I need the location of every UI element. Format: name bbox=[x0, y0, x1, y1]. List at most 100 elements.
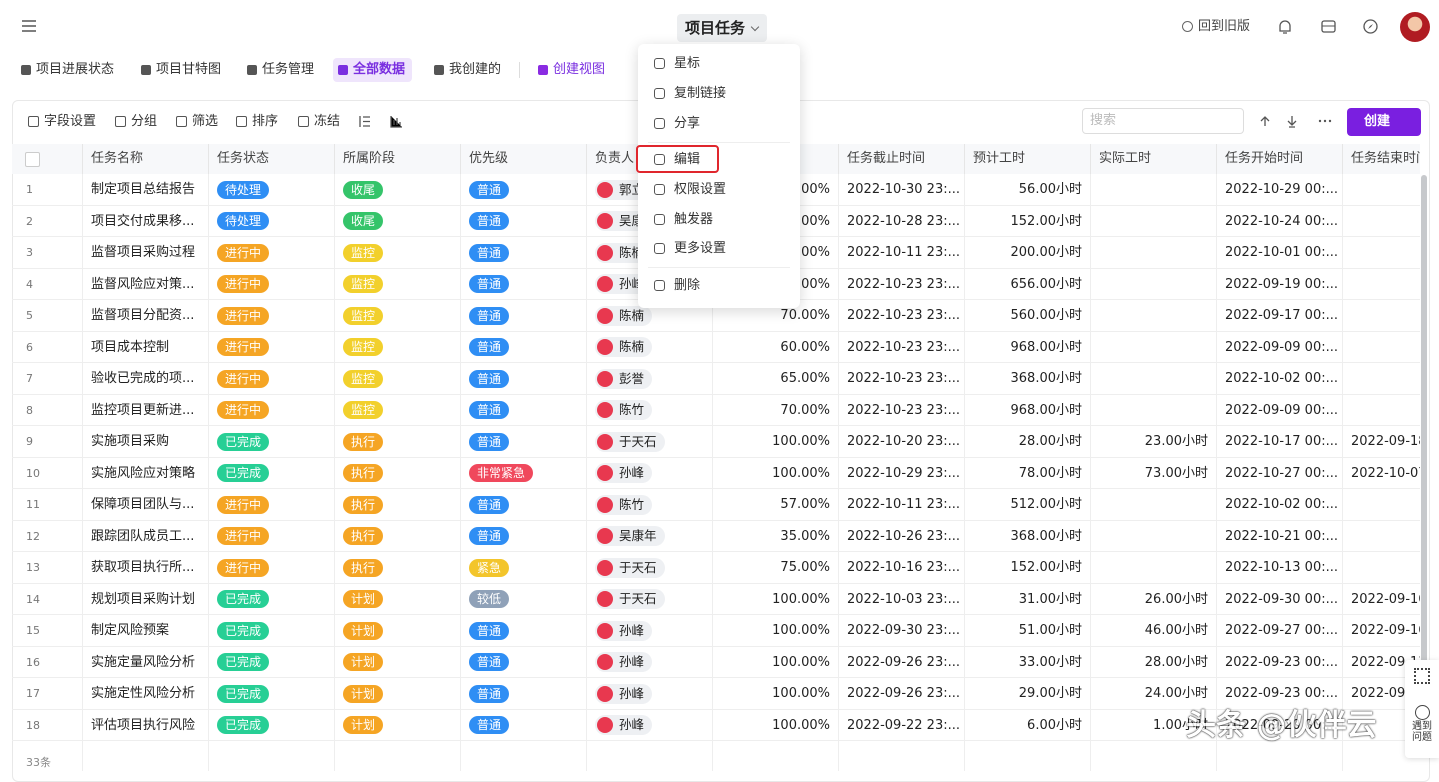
table-cell: 于天石 bbox=[586, 426, 712, 457]
status-tag: 进行中 bbox=[217, 558, 270, 577]
table-cell: 2022-10-20 23:... bbox=[838, 426, 964, 457]
status-tag: 已完成 bbox=[217, 684, 270, 703]
column-header: 优先级 bbox=[460, 144, 586, 174]
table-cell: 56.00小时 bbox=[964, 174, 1090, 205]
old-version[interactable]: 回到旧版 bbox=[1182, 18, 1250, 36]
table-cell: 普通 bbox=[460, 268, 586, 300]
row-line bbox=[12, 519, 1420, 521]
table-cell: 项目成本控制 bbox=[82, 331, 208, 363]
table-cell: 73.00小时 bbox=[1090, 457, 1216, 489]
column-line bbox=[1090, 741, 1091, 771]
table-cell: 普通 bbox=[460, 615, 586, 646]
search-placeholder: 搜索 bbox=[1090, 113, 1117, 128]
owner-chip: 陈竹 bbox=[595, 400, 653, 420]
toolbar-item[interactable]: 字段设置 bbox=[26, 112, 96, 132]
table-cell: 100.00% bbox=[712, 709, 838, 741]
help-button[interactable]: 遇到问题 bbox=[1409, 705, 1435, 743]
menu-item[interactable]: 分享 bbox=[654, 113, 700, 135]
table-cell: 收尾 bbox=[334, 205, 460, 237]
compass-icon[interactable] bbox=[1363, 19, 1378, 34]
table-cell: 制定项目总结报告 bbox=[82, 174, 208, 205]
column-line bbox=[1216, 741, 1217, 771]
search-input[interactable]: 搜索 bbox=[1082, 108, 1244, 134]
menu-icon[interactable] bbox=[22, 20, 36, 32]
row-number: 7 bbox=[26, 372, 33, 385]
row-line bbox=[12, 330, 1420, 332]
table-cell: 监控 bbox=[334, 363, 460, 394]
table-cell: 2022-09-18 bbox=[1342, 426, 1420, 457]
table-cell: 6.00小时 bbox=[964, 709, 1090, 741]
inbox-icon[interactable] bbox=[1321, 20, 1336, 33]
table-cell: 2022-09-23 00:... bbox=[1216, 646, 1342, 678]
table-cell: 非常紧急 bbox=[460, 457, 586, 489]
table-cell: 进行中 bbox=[208, 520, 334, 552]
table-cell bbox=[1342, 331, 1420, 363]
status-tag: 进行中 bbox=[217, 306, 270, 325]
table-cell: 2022-09-23 00:... bbox=[1216, 678, 1342, 709]
view-tab[interactable]: 全部数据 bbox=[333, 58, 413, 82]
status-tag: 普通 bbox=[469, 653, 510, 671]
scrollbar[interactable] bbox=[1421, 175, 1427, 700]
menu-item[interactable]: 更多设置 bbox=[654, 238, 726, 260]
table-cell: 2022-10-27 00:... bbox=[1216, 457, 1342, 489]
table-cell: 进行中 bbox=[208, 363, 334, 394]
view-tab[interactable]: 我创建的 bbox=[429, 58, 508, 82]
stats-icon[interactable] bbox=[390, 115, 403, 128]
table-cell: 普通 bbox=[460, 709, 586, 741]
view-tab[interactable]: 项目甘特图 bbox=[136, 58, 228, 82]
select-all-checkbox[interactable] bbox=[25, 152, 40, 167]
toolbar-item[interactable]: 冻结 bbox=[296, 112, 340, 132]
table-cell: 普通 bbox=[460, 331, 586, 363]
view-tab[interactable]: 创建视图 bbox=[533, 58, 612, 82]
status-tag: 监控 bbox=[343, 306, 384, 325]
table-cell: 2022-09-17 00:... bbox=[1216, 300, 1342, 331]
status-tag: 已完成 bbox=[217, 653, 270, 671]
toolbar-item[interactable]: 分组 bbox=[113, 112, 157, 132]
view-tab[interactable]: 任务管理 bbox=[242, 58, 321, 82]
row-height-icon[interactable] bbox=[359, 115, 371, 128]
table-cell: 陈竹 bbox=[586, 489, 712, 520]
toolbar-item[interactable]: 筛选 bbox=[174, 112, 218, 132]
status-tag: 普通 bbox=[469, 621, 510, 640]
table-cell: 孙峰 bbox=[586, 615, 712, 646]
owner-chip: 孙峰 bbox=[595, 683, 653, 704]
table-cell bbox=[1090, 552, 1216, 583]
qr-icon[interactable] bbox=[1414, 668, 1430, 684]
menu-item[interactable]: 星标 bbox=[654, 53, 700, 75]
bell-icon[interactable] bbox=[1278, 19, 1292, 35]
table-cell bbox=[1090, 489, 1216, 520]
menu-item[interactable]: 编辑 bbox=[654, 149, 700, 171]
table-cell: 收尾 bbox=[334, 174, 460, 205]
menu-item[interactable]: 复制链接 bbox=[654, 83, 726, 105]
status-tag: 普通 bbox=[469, 716, 510, 734]
status-tag: 已完成 bbox=[217, 621, 270, 640]
column-header: 预计工时 bbox=[964, 144, 1090, 174]
menu-item[interactable]: 删除 bbox=[654, 275, 700, 297]
menu-item[interactable]: 权限设置 bbox=[654, 179, 726, 201]
app-title[interactable]: 项目任务 bbox=[677, 14, 768, 42]
status-tag: 计划 bbox=[343, 590, 384, 608]
column-header: 实际工时 bbox=[1090, 144, 1216, 174]
table-cell: 2022-10-23 23:... bbox=[838, 363, 964, 394]
table-cell: 待处理 bbox=[208, 174, 334, 205]
table-cell: 已完成 bbox=[208, 615, 334, 646]
row-number: 1 bbox=[26, 183, 33, 196]
table-cell: 郭立 bbox=[586, 174, 712, 205]
table-cell: 2022-10-30 23:... bbox=[838, 174, 964, 205]
create-button[interactable]: 创建 bbox=[1347, 108, 1421, 136]
status-tag: 进行中 bbox=[217, 401, 270, 419]
toolbar-item[interactable]: 排序 bbox=[234, 112, 278, 132]
table-cell: 已完成 bbox=[208, 426, 334, 457]
user-avatar[interactable] bbox=[1400, 12, 1430, 42]
toolbar-icons[interactable] bbox=[1258, 114, 1334, 128]
row-line bbox=[12, 614, 1420, 615]
row-number: 14 bbox=[26, 592, 40, 606]
table-cell: 2022-10-11 23:... bbox=[838, 237, 964, 268]
status-tag: 已完成 bbox=[217, 590, 270, 608]
menu-item[interactable]: 触发器 bbox=[654, 209, 713, 231]
row-number: 12 bbox=[26, 529, 40, 543]
table-cell: 项目交付成果移... bbox=[82, 205, 208, 237]
table-cell: 计划 bbox=[334, 583, 460, 615]
table-cell: 152.00小时 bbox=[964, 205, 1090, 237]
view-tab[interactable]: 项目进展状态 bbox=[16, 58, 121, 82]
